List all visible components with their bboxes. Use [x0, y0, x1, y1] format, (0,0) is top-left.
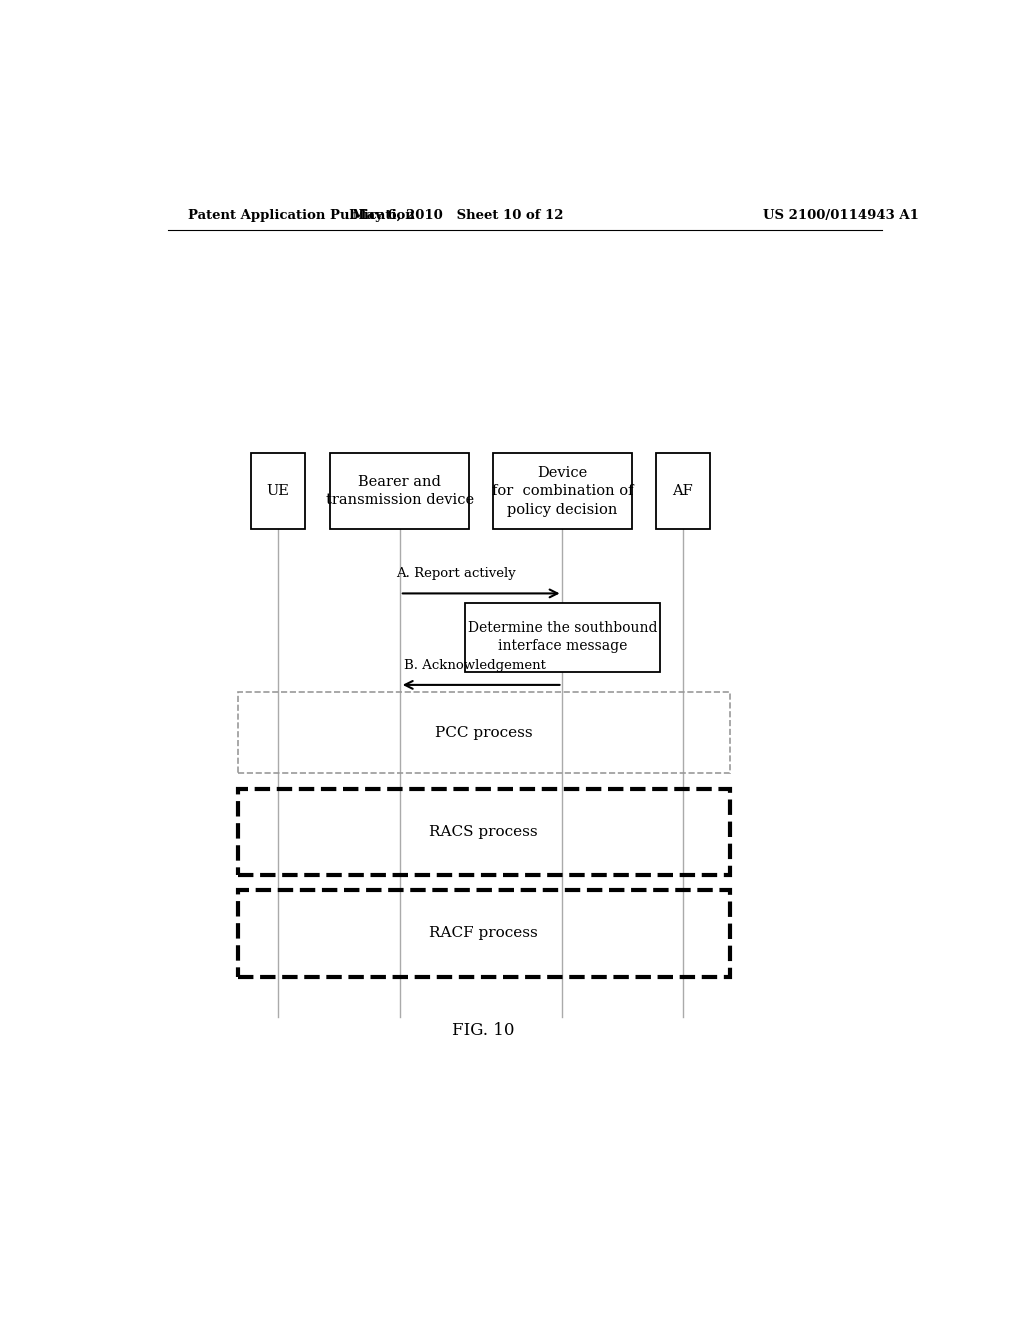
Text: RACS process: RACS process — [429, 825, 538, 838]
Bar — [494, 453, 632, 529]
Text: Patent Application Publication: Patent Application Publication — [187, 209, 415, 222]
Text: B. Acknowledgement: B. Acknowledgement — [403, 659, 546, 672]
Bar — [238, 788, 729, 875]
Text: A. Report actively: A. Report actively — [396, 568, 516, 581]
Text: May 6, 2010   Sheet 10 of 12: May 6, 2010 Sheet 10 of 12 — [351, 209, 563, 222]
Bar — [238, 692, 729, 774]
Text: UE: UE — [266, 484, 290, 498]
Bar — [331, 453, 469, 529]
Text: US 2100/0114943 A1: US 2100/0114943 A1 — [763, 209, 919, 222]
Bar — [655, 453, 710, 529]
Text: FIG. 10: FIG. 10 — [453, 1022, 515, 1039]
Bar — [238, 890, 729, 977]
Text: Bearer and
transmission device: Bearer and transmission device — [326, 475, 474, 507]
Text: AF: AF — [673, 484, 693, 498]
Text: Device
for  combination of
policy decision: Device for combination of policy decisio… — [492, 466, 633, 516]
Bar — [251, 453, 305, 529]
Text: RACF process: RACF process — [429, 927, 538, 940]
Bar — [465, 602, 659, 672]
Text: PCC process: PCC process — [435, 726, 532, 739]
Text: Determine the southbound
interface message: Determine the southbound interface messa… — [468, 620, 657, 653]
